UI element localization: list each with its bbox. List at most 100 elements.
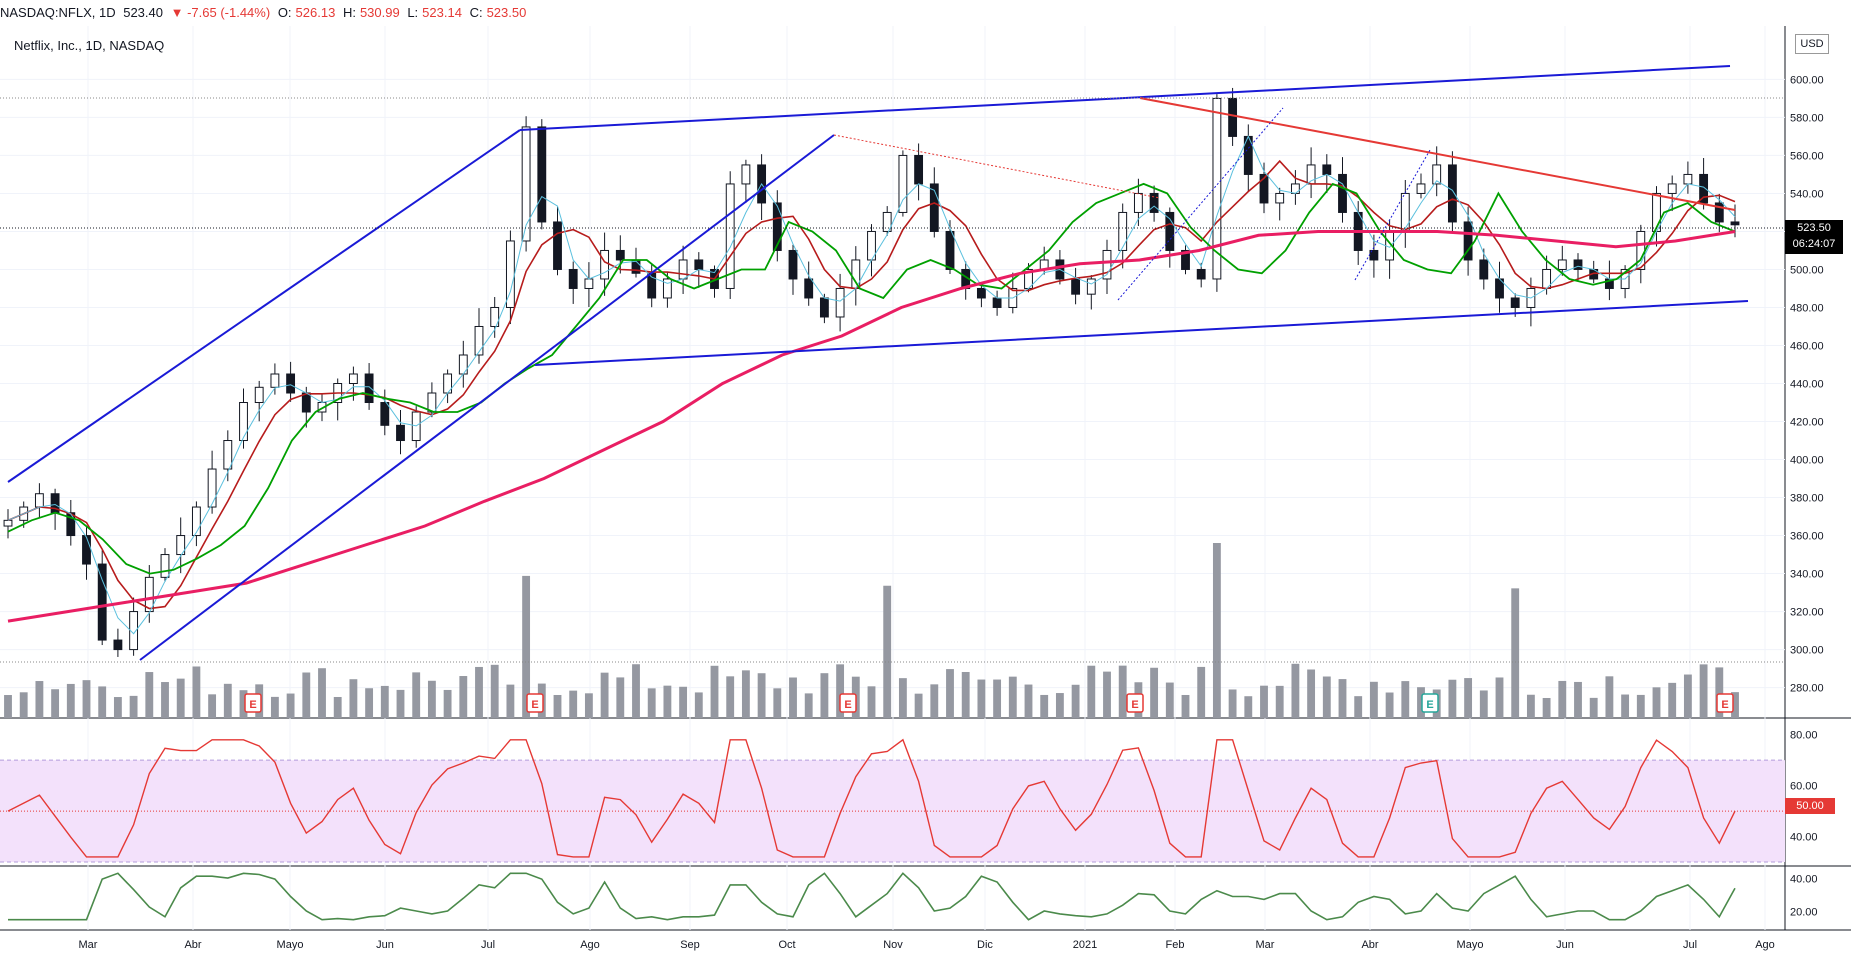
time-tick-label: Ago (1755, 939, 1775, 951)
volume-bar (600, 672, 609, 718)
time-tick-label: Nov (883, 939, 903, 951)
candle-body (1322, 164, 1332, 175)
candle-body (741, 164, 751, 185)
earnings-marker[interactable] (839, 693, 857, 713)
volume-bars (4, 543, 1739, 718)
open-label: O: (277, 5, 292, 20)
channel-lower-line[interactable] (139, 134, 835, 661)
volume-bar (1479, 690, 1488, 718)
candle-body (537, 126, 547, 223)
volume-bar (553, 694, 562, 718)
candle-body (1228, 97, 1238, 137)
volume-bar (1087, 665, 1096, 718)
candle-body (301, 392, 311, 413)
candle-body (1102, 249, 1112, 280)
volume-bar (443, 689, 452, 718)
candle-body (521, 126, 531, 242)
volume-bar (1322, 676, 1331, 718)
volume-bar (380, 685, 389, 718)
candle-body (160, 554, 170, 578)
candle-body (568, 268, 578, 289)
volume-bar (1369, 681, 1378, 718)
candle-body (662, 278, 672, 299)
volume-bar (914, 693, 923, 718)
wedge-lower-line[interactable] (534, 300, 1749, 366)
volume-bar (1307, 669, 1316, 718)
adx-line (8, 872, 1736, 921)
price-tick-label: 320.00 (1790, 607, 1824, 619)
candle-body (191, 506, 201, 537)
high-label: H: (342, 5, 356, 20)
candle-body (1447, 164, 1457, 223)
volume-bar (1699, 664, 1708, 718)
candle-body (458, 354, 468, 375)
price-tick-label: 500.00 (1790, 264, 1824, 276)
earnings-marker[interactable] (1421, 693, 1439, 713)
volume-bar (1197, 666, 1206, 718)
moving-averages (7, 135, 1736, 635)
volume-bar (1118, 665, 1127, 718)
close-label: C: (469, 5, 483, 20)
time-tick-label: Mayo (277, 939, 304, 951)
earnings-marker[interactable] (526, 693, 544, 713)
candle-body (66, 512, 76, 537)
volume-bar (1338, 679, 1347, 718)
time-tick-label: Jun (376, 939, 394, 951)
volume-bar (176, 678, 185, 718)
red-resistance-line[interactable] (1139, 97, 1736, 211)
candle-body (804, 278, 814, 299)
time-tick-label: Abr (1361, 939, 1378, 951)
volume-bar (961, 671, 970, 718)
candle-body (97, 563, 107, 641)
candle-body (1290, 183, 1300, 194)
volume-bar (804, 693, 813, 718)
blue-dotted-line-2[interactable] (1354, 149, 1431, 281)
price-tick-label: 420.00 (1790, 417, 1824, 429)
high-value: 530.99 (359, 5, 400, 20)
ema-fast-line (7, 182, 1736, 575)
volume-bar (1008, 676, 1017, 718)
adx-pane (8, 872, 1736, 921)
volume-bar (1354, 696, 1363, 718)
volume-bar (82, 680, 91, 718)
volume-bar (1275, 685, 1284, 718)
price-tick-label: 300.00 (1790, 645, 1824, 657)
earnings-marker[interactable] (1716, 693, 1734, 713)
candle-body (1400, 192, 1410, 232)
price-tick-label: 340.00 (1790, 569, 1824, 581)
volume-bar (506, 684, 515, 718)
earnings-marker[interactable] (1126, 693, 1144, 713)
candle-body (819, 297, 829, 318)
price-tick-label: 460.00 (1790, 340, 1824, 352)
volume-bar (789, 677, 797, 718)
candle-body (772, 202, 782, 251)
volume-bar (1683, 674, 1692, 718)
volume-bar (1212, 543, 1221, 718)
volume-bar (1103, 671, 1111, 718)
volume-bar (522, 575, 531, 718)
candle-body (898, 154, 908, 213)
currency-badge[interactable]: USD (1795, 34, 1829, 54)
earnings-marker-label: E (249, 699, 256, 711)
rsi-tick-label: 40.00 (1790, 832, 1818, 844)
symbol-label[interactable]: NASDAQ:NFLX, 1D (0, 5, 116, 20)
earnings-marker[interactable] (244, 693, 262, 713)
volume-bar (663, 685, 672, 718)
volume-bar (1401, 681, 1410, 718)
volume-bar (1464, 678, 1473, 718)
volume-bar (161, 682, 169, 718)
channel-upper-line[interactable] (7, 129, 521, 483)
price-tick-label: 560.00 (1790, 150, 1824, 162)
candle-body (380, 402, 390, 426)
candle-body (1338, 173, 1347, 213)
ohlc-header: NASDAQ:NFLX, 1D 523.40 ▼ -7.65 (-1.44%) … (0, 0, 1851, 26)
candle-body (1510, 297, 1520, 308)
rsi-tick-label: 80.00 (1790, 730, 1818, 742)
time-tick-label: Sep (680, 939, 700, 951)
candle-body (1071, 278, 1081, 295)
candle-body (254, 386, 264, 404)
candle-body (1730, 221, 1740, 226)
earnings-marker-label: E (1131, 699, 1138, 711)
red-dotted-line[interactable] (833, 134, 1161, 199)
